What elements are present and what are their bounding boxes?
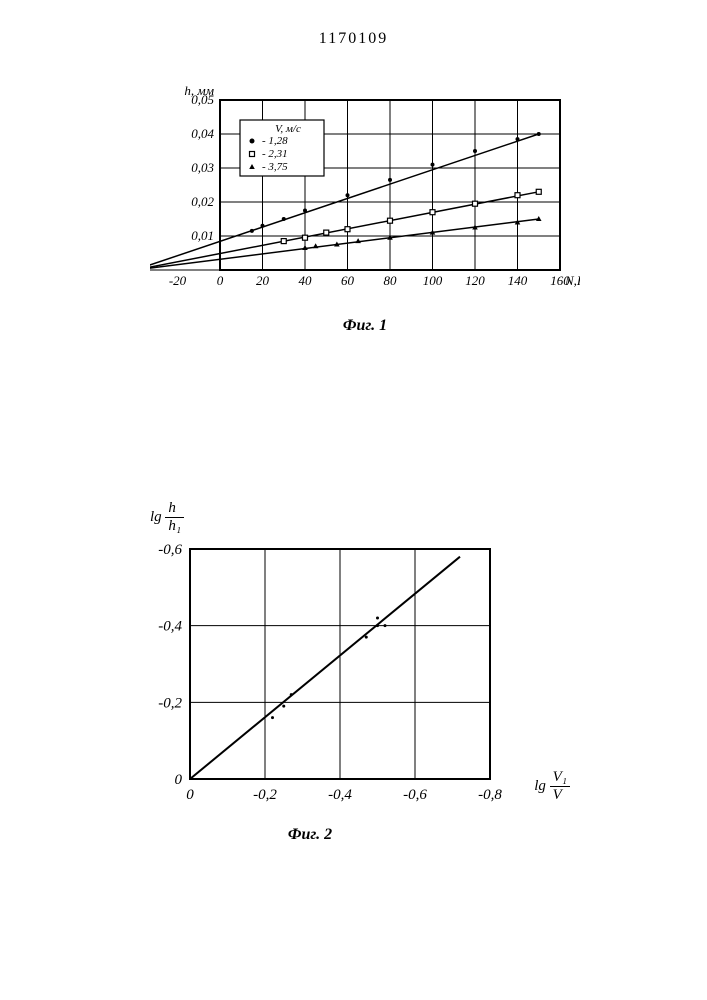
svg-text:120: 120 (465, 273, 485, 288)
svg-text:0: 0 (186, 787, 194, 803)
figure-2-ylabel: lg hh₁ (150, 500, 560, 535)
svg-text:0,02: 0,02 (191, 194, 214, 209)
svg-text:N,H: N,H (564, 273, 580, 288)
svg-text:100: 100 (423, 273, 443, 288)
svg-text:-0,2: -0,2 (158, 695, 182, 711)
svg-text:0,01: 0,01 (191, 228, 214, 243)
figure-1-chart: -40-200204060801001201401600,010,020,030… (150, 80, 580, 310)
svg-text:0: 0 (175, 772, 183, 788)
svg-text:-0,8: -0,8 (478, 787, 502, 803)
svg-text:-0,6: -0,6 (403, 787, 427, 803)
figure-2: lg hh₁ 0-0,2-0,4-0,6-0,80-0,2-0,4-0,6 lg… (130, 500, 560, 844)
figure-2-chart: 0 -0,2 -0,4 -0,6 -0,8 0 -0,2 -0,4 -0,6 (130, 539, 560, 819)
svg-text:- 1,28: - 1,28 (262, 135, 288, 147)
figure-1-caption: Фиг. 1 (150, 317, 580, 335)
figure-1: -40-200204060801001201401600,010,020,030… (150, 80, 580, 335)
svg-text:0,04: 0,04 (191, 126, 214, 141)
svg-text:-0,6: -0,6 (158, 542, 182, 558)
page: 1170109 -40-200204060801001201401600,010… (0, 0, 707, 1000)
figure-2-xlabel: lg V₁V (534, 769, 570, 804)
svg-text:40: 40 (299, 273, 313, 288)
svg-text:h, мм: h, мм (184, 83, 214, 98)
svg-text:60: 60 (341, 273, 355, 288)
figure-2-caption: Фиг. 2 (130, 826, 490, 844)
svg-text:- 3,75: - 3,75 (262, 161, 288, 173)
svg-text:-20: -20 (169, 273, 187, 288)
svg-text:- 2,31: - 2,31 (262, 148, 288, 160)
document-number: 1170109 (0, 30, 707, 48)
svg-text:80: 80 (384, 273, 398, 288)
svg-text:140: 140 (508, 273, 528, 288)
svg-text:-0,4: -0,4 (158, 619, 182, 635)
svg-text:20: 20 (256, 273, 270, 288)
svg-text:-0,4: -0,4 (328, 787, 352, 803)
svg-text:V, м/с: V, м/с (275, 123, 301, 135)
svg-text:0: 0 (217, 273, 224, 288)
svg-text:0,03: 0,03 (191, 160, 214, 175)
svg-text:-0,2: -0,2 (253, 787, 277, 803)
